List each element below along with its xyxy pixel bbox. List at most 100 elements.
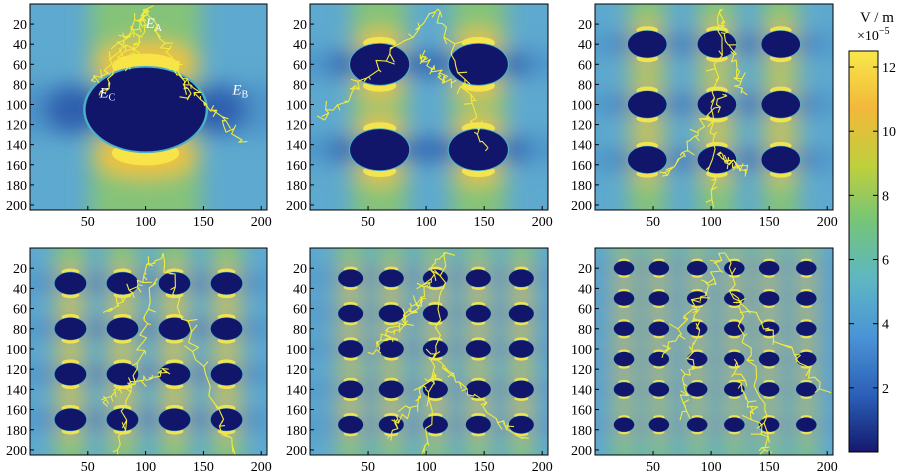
y-tick-label: 40 xyxy=(13,38,27,53)
conducting-sphere xyxy=(465,340,491,358)
conducting-sphere xyxy=(724,321,745,336)
y-tick-label: 200 xyxy=(286,199,307,214)
discharge-branch xyxy=(421,252,447,455)
conducting-sphere xyxy=(613,261,635,276)
conducting-sphere xyxy=(448,43,508,85)
conducting-sphere xyxy=(422,415,448,434)
x-tick-label: 150 xyxy=(474,460,495,475)
y-tick-label: 60 xyxy=(578,58,592,73)
conducting-sphere xyxy=(378,269,404,288)
panel-frame xyxy=(29,3,268,211)
x-tick-label: 200 xyxy=(251,215,272,230)
conducting-sphere xyxy=(54,317,87,340)
x-tick-label: 150 xyxy=(474,215,495,230)
conducting-sphere xyxy=(627,30,667,58)
discharge-branch xyxy=(718,8,748,96)
discharge-channels xyxy=(659,8,749,208)
y-tick-label: 100 xyxy=(6,98,27,113)
conducting-sphere xyxy=(338,269,364,288)
x-tick-label: 200 xyxy=(817,460,838,475)
conducting-sphere xyxy=(465,269,491,288)
conducting-sphere xyxy=(210,363,243,386)
conducting-sphere xyxy=(350,129,410,171)
y-tick-label: 180 xyxy=(571,424,592,439)
conducting-sphere xyxy=(724,351,745,367)
conducting-sphere xyxy=(648,261,670,276)
x-tick-label: 100 xyxy=(135,460,156,475)
discharge-branch xyxy=(101,367,171,407)
x-tick-label: 150 xyxy=(759,215,780,230)
conducting-sphere xyxy=(448,129,508,171)
x-tick-label: 150 xyxy=(193,215,214,230)
panel-frame xyxy=(309,247,549,456)
conducting-sphere xyxy=(508,340,534,358)
conducting-sphere xyxy=(648,382,670,397)
colorbar: 2 4 6 8 10 12 V / m ×10−5 xyxy=(848,10,896,453)
field-band xyxy=(55,248,86,455)
conducting-sphere xyxy=(85,67,206,152)
y-tick-label: 180 xyxy=(286,179,307,194)
conducting-sphere xyxy=(796,261,817,276)
y-tick-label: 160 xyxy=(286,159,307,174)
panel-a: EA EC EB 20 40 60 80 100 120 140 160 180 200 50 100 150… xyxy=(6,3,272,230)
y-tick-label: 120 xyxy=(571,363,592,378)
panel-field xyxy=(595,248,833,455)
conducting-sphere xyxy=(796,382,817,397)
panel-f: 20 40 60 80 100 120 140 160 180 200 50 100 150 200 xyxy=(571,247,838,475)
field-annotation: EA xyxy=(145,16,163,34)
conducting-sphere xyxy=(508,415,534,434)
conducting-sphere xyxy=(106,272,139,295)
x-tick-label: 150 xyxy=(759,460,780,475)
conducting-sphere xyxy=(210,272,243,295)
y-tick-label: 20 xyxy=(13,262,27,277)
y-tick-label: 160 xyxy=(571,404,592,419)
field-band xyxy=(211,248,242,455)
y-tick-label: 80 xyxy=(578,78,592,93)
conducting-sphere xyxy=(378,380,404,399)
discharge-branch xyxy=(425,348,529,439)
conducting-sphere xyxy=(796,351,817,367)
x-tick-label: 50 xyxy=(361,215,375,230)
discharge-branch xyxy=(316,8,439,121)
conducting-sphere xyxy=(613,382,635,397)
conducting-sphere xyxy=(54,408,87,431)
y-tick-label: 120 xyxy=(6,363,27,378)
conducting-sphere xyxy=(422,380,448,399)
conducting-sphere xyxy=(508,304,534,323)
y-tick-label: 100 xyxy=(571,343,592,358)
y-tick-label: 80 xyxy=(293,78,307,93)
panel-frame xyxy=(594,3,834,211)
y-tick-label: 160 xyxy=(6,159,27,174)
conducting-sphere xyxy=(350,43,410,85)
x-tick-label: 100 xyxy=(701,215,722,230)
conducting-sphere xyxy=(106,408,139,431)
y-tick-label: 80 xyxy=(13,323,27,338)
y-tick-label: 180 xyxy=(571,179,592,194)
discharge-branch xyxy=(124,8,150,72)
discharge-branch xyxy=(112,278,158,455)
conducting-sphere xyxy=(465,304,491,323)
x-tick-label: 50 xyxy=(646,460,660,475)
y-tick-label: 100 xyxy=(6,343,27,358)
conducting-sphere xyxy=(627,146,667,174)
x-tick-label: 100 xyxy=(416,215,437,230)
conducting-sphere xyxy=(648,291,670,306)
conducting-sphere xyxy=(648,417,670,432)
conducting-sphere xyxy=(761,30,801,58)
y-tick-label: 200 xyxy=(6,199,27,214)
y-tick-label: 20 xyxy=(13,18,27,33)
y-tick-label: 80 xyxy=(578,323,592,338)
conducting-sphere xyxy=(54,363,87,386)
conducting-sphere xyxy=(758,382,780,397)
discharge-channels xyxy=(367,252,529,455)
y-tick-label: 120 xyxy=(571,119,592,134)
conducting-sphere xyxy=(627,91,667,118)
conducting-sphere xyxy=(697,146,737,174)
colorbar-tick-label: 12 xyxy=(882,61,896,76)
panel-c: 20 40 60 80 100 120 140 160 180 200 50 100 150 200 xyxy=(571,3,838,230)
conducting-sphere xyxy=(686,261,708,276)
discharge-branch xyxy=(419,49,457,88)
x-tick-label: 50 xyxy=(81,215,95,230)
y-tick-label: 20 xyxy=(578,18,592,33)
